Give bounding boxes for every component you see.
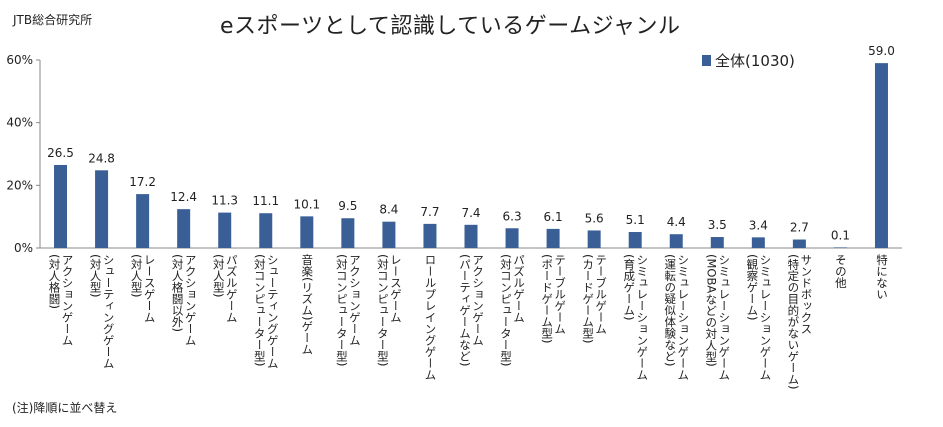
bar-value-label: 6.1 — [544, 210, 563, 224]
bar-value-label: 24.8 — [88, 151, 115, 165]
bar — [341, 218, 355, 248]
category-label: アクションゲーム (パーティゲームなど) — [458, 254, 485, 367]
bar — [218, 212, 232, 248]
category-label: アクションゲーム (対人格闘) — [47, 254, 75, 346]
category-label: 特にない — [874, 254, 889, 300]
y-tick-label: 20% — [6, 178, 33, 192]
bar — [382, 221, 396, 248]
bar — [464, 224, 478, 248]
bar-value-label: 17.2 — [129, 175, 156, 189]
category-label: シミュレーションゲーム (育成ゲーム) — [622, 254, 650, 381]
bar — [54, 164, 68, 248]
category-label: レースゲーム (対コンピューター型) — [375, 254, 403, 367]
bar-value-label: 7.4 — [461, 206, 480, 220]
category-label: シミュレーションゲーム (MOBAなどの対人型) — [704, 254, 732, 381]
category-label: レースゲーム (対人型) — [129, 254, 157, 323]
bar-value-label: 9.5 — [338, 199, 357, 213]
category-label: パズルゲーム (対コンピューター型) — [499, 254, 527, 367]
bar — [874, 63, 888, 249]
bar-value-label: 26.5 — [47, 146, 74, 160]
bar-value-label: 11.1 — [252, 194, 279, 208]
bar-value-label: 3.5 — [708, 218, 727, 232]
bar-value-label: 6.3 — [503, 209, 522, 223]
bar — [669, 234, 683, 248]
bar — [751, 237, 765, 248]
bar — [546, 228, 560, 248]
bar — [628, 232, 642, 248]
category-label: テーブルゲーム (ボードゲーム型) — [540, 254, 568, 344]
bar — [177, 209, 191, 248]
category-label: 音楽(リズム)ゲーム — [300, 254, 315, 355]
legend-swatch — [702, 55, 711, 66]
bar-value-label: 12.4 — [170, 190, 197, 204]
y-tick-label: 60% — [6, 53, 33, 67]
bar-value-label: 2.7 — [790, 221, 809, 235]
category-label: アクションゲーム (対コンピューター型) — [334, 254, 362, 367]
bar — [300, 216, 314, 248]
bar — [95, 170, 109, 248]
bar-value-label: 5.6 — [585, 211, 604, 225]
bar — [710, 237, 724, 248]
bar — [833, 247, 847, 248]
bar-value-label: 4.4 — [667, 215, 686, 229]
bar-value-label: 10.1 — [293, 197, 320, 211]
footnote: (注)降順に並べ替え — [12, 401, 118, 415]
legend-label: 全体(1030) — [715, 52, 795, 70]
bar-value-label: 3.4 — [749, 218, 768, 232]
category-label: シミュレーションゲーム (運転の疑似体験など) — [663, 254, 691, 381]
bar — [587, 230, 601, 248]
y-tick-label: 0% — [14, 241, 33, 255]
y-tick-label: 40% — [6, 116, 33, 130]
category-label: テーブルゲーム (カードゲーム型) — [581, 254, 609, 344]
bar-value-label: 0.1 — [831, 229, 850, 243]
bar-value-label: 5.1 — [626, 213, 645, 227]
source-label: JTB総合研究所 — [13, 13, 93, 27]
category-label: サンドボックス (特定の目的がないゲーム) — [786, 254, 814, 390]
category-label: その他 — [833, 254, 848, 289]
bar — [259, 213, 273, 248]
bar-value-label: 11.3 — [211, 194, 238, 208]
bar — [136, 194, 150, 248]
bar-value-label: 8.4 — [379, 203, 398, 217]
category-label: シミュレーションゲーム (観察ゲーム) — [745, 254, 773, 381]
category-label: アクションゲーム (対人格闘以外) — [170, 254, 198, 346]
category-label: シューティングゲーム (対コンピューター型) — [252, 254, 280, 369]
legend: 全体(1030) — [702, 50, 795, 71]
bar — [505, 228, 519, 248]
bar — [423, 223, 437, 248]
bar — [792, 239, 806, 248]
bar-value-label: 7.7 — [420, 205, 439, 219]
category-label: パズルゲーム (対人型) — [211, 254, 239, 323]
category-label: ロールプレイングゲーム — [423, 254, 438, 381]
chart-title: eスポーツとして認識しているゲームジャンル — [220, 14, 681, 39]
bar-value-label: 59.0 — [868, 44, 895, 58]
category-label: シューティングゲーム (対人型) — [88, 254, 116, 369]
